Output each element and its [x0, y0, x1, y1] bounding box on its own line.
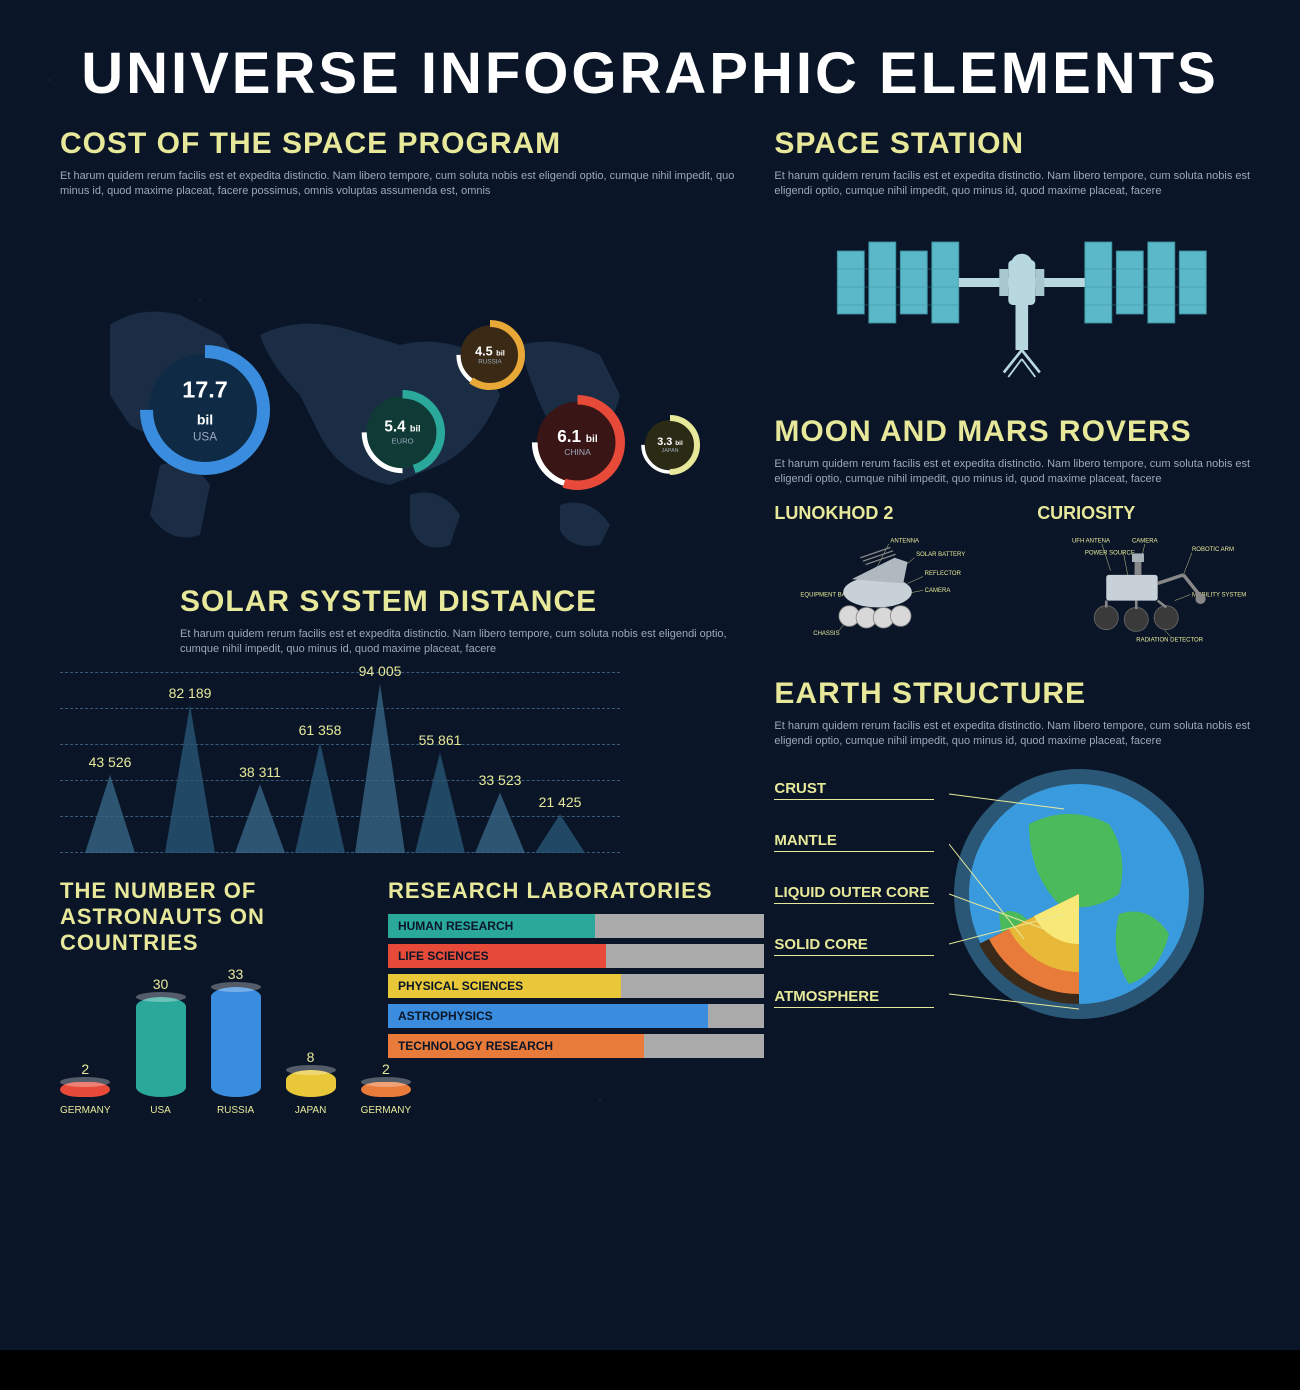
svg-text:UFH ANTENA: UFH ANTENA	[1072, 538, 1110, 544]
rover-curiosity: CURIOSITY UFH ANTENA CAMERA POWER SOURCE…	[1037, 503, 1270, 657]
rovers-section: MOON AND MARS ROVERS Et harum quidem rer…	[774, 415, 1270, 657]
svg-text:CAMERA: CAMERA	[1132, 538, 1158, 544]
svg-text:POWER SOURCE: POWER SOURCE	[1085, 550, 1135, 556]
hbar-life-sciences: LIFE SCIENCES	[388, 944, 764, 968]
cost-ring-usa: 17.7 bilUSA	[140, 345, 270, 475]
svg-text:ROBOTIC ARM: ROBOTIC ARM	[1192, 546, 1234, 552]
peak-label: 38 311	[239, 764, 281, 780]
earth-illustration	[949, 764, 1209, 1024]
earth-layer-label: CRUST	[774, 780, 934, 800]
rover-name-0: LUNOKHOD 2	[774, 503, 1007, 524]
earth-desc: Et harum quidem rerum facilis est et exp…	[774, 719, 1270, 750]
cost-ring-russia: 4.5 bilRUSSIA	[455, 320, 525, 390]
cost-program-section: COST OF THE SPACE PROGRAM Et harum quide…	[60, 127, 744, 575]
solar-title: SOLAR SYSTEM DISTANCE	[180, 585, 744, 619]
solar-desc: Et harum quidem rerum facilis est et exp…	[180, 627, 744, 658]
peak-label: 82 189	[169, 685, 212, 701]
peak-label: 55 861	[419, 732, 462, 748]
cylinder-chart: 2GERMANY30USA33RUSSIA8JAPAN2GERMANY	[60, 966, 368, 1116]
cost-ring-china: 6.1 bilCHINA	[530, 395, 625, 490]
space-station-section: SPACE STATION Et harum quidem rerum faci…	[774, 127, 1270, 400]
space-station-illustration	[774, 215, 1270, 395]
cylinder-usa: 30USA	[136, 976, 186, 1116]
footer-bar	[0, 1350, 1300, 1390]
peak-chart: 43 52682 18938 31161 35894 00555 86133 5…	[60, 673, 620, 853]
earth-labels: CRUST MANTLE LIQUID OUTER CORE SOLID CORE AT…	[774, 764, 934, 1024]
solar-distance-section: SOLAR SYSTEM DISTANCE Et harum quidem re…	[60, 585, 744, 853]
hbar-physical-sciences: PHYSICAL SCIENCES	[388, 974, 764, 998]
earth-layer-label: LIQUID OUTER CORE	[774, 884, 934, 904]
cost-ring-japan: 3.3 bilJAPAN	[640, 415, 700, 475]
peak-label: 61 358	[299, 722, 342, 738]
hbar-astrophysics: ASTROPHYSICS	[388, 1004, 764, 1028]
cost-desc: Et harum quidem rerum facilis est et exp…	[60, 169, 744, 200]
hbar-technology-research: TECHNOLOGY RESEARCH	[388, 1034, 764, 1058]
cost-ring-euro: 5.4 bilEURO	[360, 390, 445, 475]
cost-title: COST OF THE SPACE PROGRAM	[60, 127, 744, 161]
cylinder-russia: 33RUSSIA	[211, 966, 261, 1116]
labs-title: RESEARCH LABORATORIES	[388, 878, 764, 904]
peak-label: 33 523	[479, 772, 522, 788]
astronauts-section: THE NUMBER OF ASTRONAUTS ON COUNTRIES 2G…	[60, 878, 368, 1116]
labs-section: RESEARCH LABORATORIES HUMAN RESEARCH LIFE…	[388, 878, 764, 1116]
astronauts-title: THE NUMBER OF ASTRONAUTS ON COUNTRIES	[60, 878, 368, 956]
svg-text:CHASSIS: CHASSIS	[814, 630, 840, 636]
svg-text:SOLAR BATTERY: SOLAR BATTERY	[917, 552, 966, 558]
svg-text:CAMERA: CAMERA	[925, 588, 951, 594]
svg-text:REFLECTOR: REFLECTOR	[925, 570, 962, 576]
station-desc: Et harum quidem rerum facilis est et exp…	[774, 169, 1270, 200]
main-title: UNIVERSE INFOGRAPHIC ELEMENTS	[60, 40, 1240, 107]
rover-lunokhod: LUNOKHOD 2 ANTENNA SOLAR BATTERY REFLECT…	[774, 503, 1007, 657]
peak-label: 43 526	[89, 754, 132, 770]
hbar-chart: HUMAN RESEARCH LIFE SCIENCES PHYSICAL SCIE…	[388, 914, 764, 1058]
earth-layer-label: ATMOSPHERE	[774, 988, 934, 1008]
earth-layer-label: MANTLE	[774, 832, 934, 852]
peak-label: 94 005	[359, 663, 402, 679]
cylinder-germany: 2GERMANY	[60, 1061, 111, 1116]
svg-text:EQUIPMENT BAY: EQUIPMENT BAY	[801, 592, 850, 598]
cylinder-japan: 8JAPAN	[286, 1049, 336, 1116]
rovers-desc: Et harum quidem rerum facilis est et exp…	[774, 457, 1270, 488]
world-map: 17.7 bilUSA 5.4 bilEURO 4.5 bilRUSSIA 6.…	[60, 215, 744, 575]
earth-section: EARTH STRUCTURE Et harum quidem rerum fa…	[774, 677, 1270, 1025]
earth-title: EARTH STRUCTURE	[774, 677, 1270, 711]
earth-layer-label: SOLID CORE	[774, 936, 934, 956]
station-title: SPACE STATION	[774, 127, 1270, 161]
peak-label: 21 425	[539, 794, 582, 810]
rovers-title: MOON AND MARS ROVERS	[774, 415, 1270, 449]
rover-name-1: CURIOSITY	[1037, 503, 1270, 524]
hbar-human-research: HUMAN RESEARCH	[388, 914, 764, 938]
svg-text:RADIATION DETECTOR: RADIATION DETECTOR	[1136, 637, 1203, 643]
svg-text:ANTENNA: ANTENNA	[891, 538, 920, 544]
